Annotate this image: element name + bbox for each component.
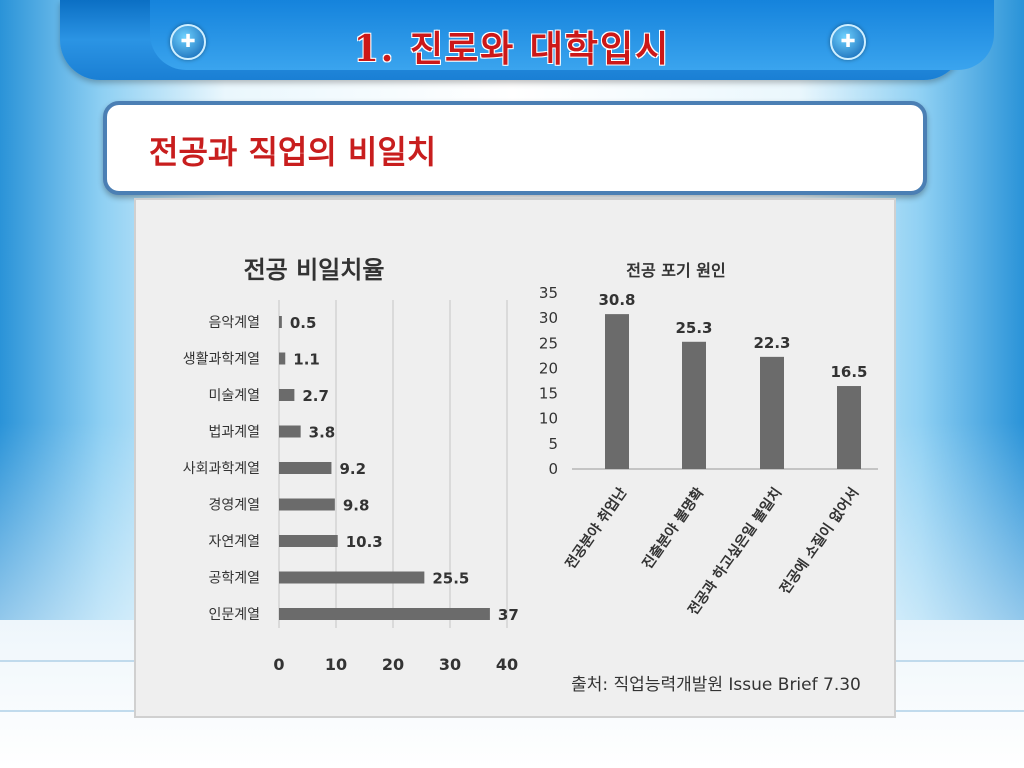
bar (279, 571, 425, 584)
y-tick-label: 15 (539, 385, 558, 403)
chart-figure: 전공 비일치율 음악계열 0.5 생활과학계열 1.1 미술계열 2.7 법과계열 3.8 사회… (134, 198, 896, 718)
slide-title: 1. 진로와 대학입시 (353, 28, 671, 70)
category-label: 미술계열 (208, 388, 260, 404)
category-label: 생활과학계열 (183, 352, 260, 368)
y-tick-label: 30 (539, 309, 558, 327)
data-label: 30.8 (598, 291, 635, 309)
data-label: 9.2 (339, 460, 366, 478)
title-bar (60, 0, 994, 80)
source-caption: 출처: 직업능력개발원 Issue Brief 7.30 (571, 675, 861, 695)
data-label: 25.5 (432, 570, 469, 588)
data-label: 9.8 (343, 497, 370, 515)
data-label: 16.5 (830, 363, 867, 381)
category-label: 음악계열 (208, 315, 260, 331)
y-tick-label: 5 (548, 435, 558, 453)
bar (279, 462, 332, 474)
chart-svg: 전공 비일치율 음악계열 0.5 생활과학계열 1.1 미술계열 2.7 법과계열 3.8 사회… (183, 256, 878, 695)
bar (279, 535, 338, 547)
data-label: 3.8 (309, 424, 336, 442)
category-label: 사회과학계열 (183, 461, 260, 477)
data-label: 2.7 (302, 387, 329, 405)
category-label: 인문계열 (208, 607, 260, 623)
subtitle-box: 전공과 직업의 비일치 (103, 101, 927, 195)
y-tick-label: 0 (548, 460, 558, 478)
category-label: 자연계열 (208, 534, 260, 550)
data-label: 10.3 (346, 533, 383, 551)
data-label: 37 (498, 606, 519, 624)
y-tick-label: 20 (539, 359, 558, 377)
y-tick-label: 10 (539, 410, 558, 428)
bar (605, 314, 629, 469)
bar (279, 316, 282, 328)
bar (682, 341, 706, 469)
bar (760, 356, 784, 469)
y-tick-label: 25 (539, 334, 558, 352)
chart-title-give-up-reasons: 전공 포기 원인 (626, 261, 725, 280)
data-label: 1.1 (293, 351, 320, 369)
bar (279, 389, 295, 401)
data-label: 0.5 (290, 314, 317, 332)
bar (279, 608, 490, 620)
bar (279, 498, 335, 511)
data-label: 22.3 (753, 334, 790, 352)
x-tick-label: 30 (439, 655, 461, 674)
x-tick-label: 20 (382, 655, 404, 674)
bar (279, 352, 286, 365)
category-label: 법과계열 (208, 425, 260, 441)
left-badge-icon: ✚ (170, 24, 206, 60)
category-label: 경영계열 (208, 498, 260, 514)
x-tick-label: 0 (273, 655, 284, 674)
category-label: 진출분야 불명확 (639, 484, 708, 572)
category-label: 전공에 소질이 없어서 (776, 485, 862, 598)
bar (279, 425, 301, 438)
x-tick-label: 10 (325, 655, 347, 674)
chart-title-major-mismatch: 전공 비일치율 (244, 256, 385, 284)
x-tick-label: 40 (496, 655, 518, 674)
category-label: 전공분야 취업난 (562, 484, 631, 572)
y-tick-label: 35 (539, 284, 558, 302)
data-label: 25.3 (675, 319, 712, 337)
slide-subtitle: 전공과 직업의 비일치 (149, 133, 437, 171)
bar (837, 386, 861, 469)
right-badge-icon: ✚ (830, 24, 866, 60)
category-label: 공학계열 (208, 571, 260, 587)
